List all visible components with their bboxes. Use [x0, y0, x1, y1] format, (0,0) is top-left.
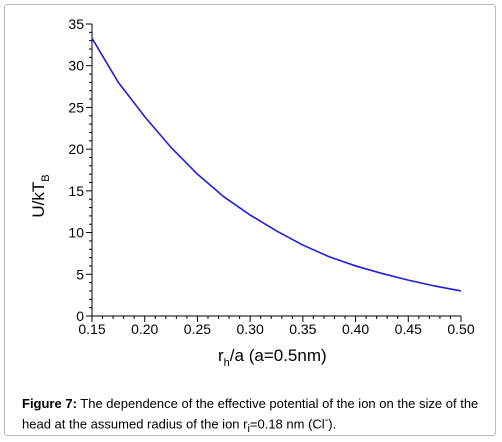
y-tick-label: 10 — [68, 225, 84, 241]
series-line — [91, 37, 462, 292]
axes — [86, 23, 462, 322]
caption-sub: i — [247, 422, 250, 435]
caption-text-1: The dependence of the effective potentia… — [22, 396, 479, 432]
x-tick-label: 0.35 — [289, 321, 316, 337]
x-tick-label: 0.25 — [184, 321, 211, 337]
y-tick-label: 20 — [68, 141, 84, 157]
x-tick-label: 0.45 — [395, 321, 422, 337]
figure-frame — [4, 4, 496, 436]
y-tick-label: 35 — [68, 16, 84, 32]
y-tick-label: 25 — [68, 99, 84, 115]
chart: 0.15 0.20 0.25 0.30 0.35 0.40 0.45 0.50 0 5 10 15 2… — [29, 16, 475, 369]
caption-sup: - — [324, 414, 329, 426]
x-tick-label: 0.15 — [78, 321, 105, 337]
y-tick-label: 0 — [76, 308, 84, 324]
caption-text-2: =0.18 nm (Cl — [249, 416, 325, 432]
caption-label: Figure 7: — [22, 396, 77, 411]
y-tick-labels: 0 5 10 15 20 25 30 35 — [68, 16, 84, 324]
x-tick-label: 0.40 — [342, 321, 369, 337]
x-tick-label: 0.30 — [237, 321, 264, 337]
x-tick-label: 0.50 — [447, 321, 474, 337]
figure-caption: Figure 7: The dependence of the effectiv… — [22, 395, 492, 438]
y-tick-label: 5 — [76, 266, 84, 282]
y-axis-label: U/kTB — [29, 174, 52, 217]
y-tick-label: 30 — [68, 58, 84, 74]
x-axis-label: rh/a (a=0.5nm) — [218, 346, 327, 369]
x-tick-label: 0.20 — [131, 321, 158, 337]
y-tick-label: 15 — [68, 183, 84, 199]
x-tick-labels: 0.15 0.20 0.25 0.30 0.35 0.40 0.45 0.50 — [78, 321, 474, 337]
caption-text-3: ). — [328, 416, 337, 432]
